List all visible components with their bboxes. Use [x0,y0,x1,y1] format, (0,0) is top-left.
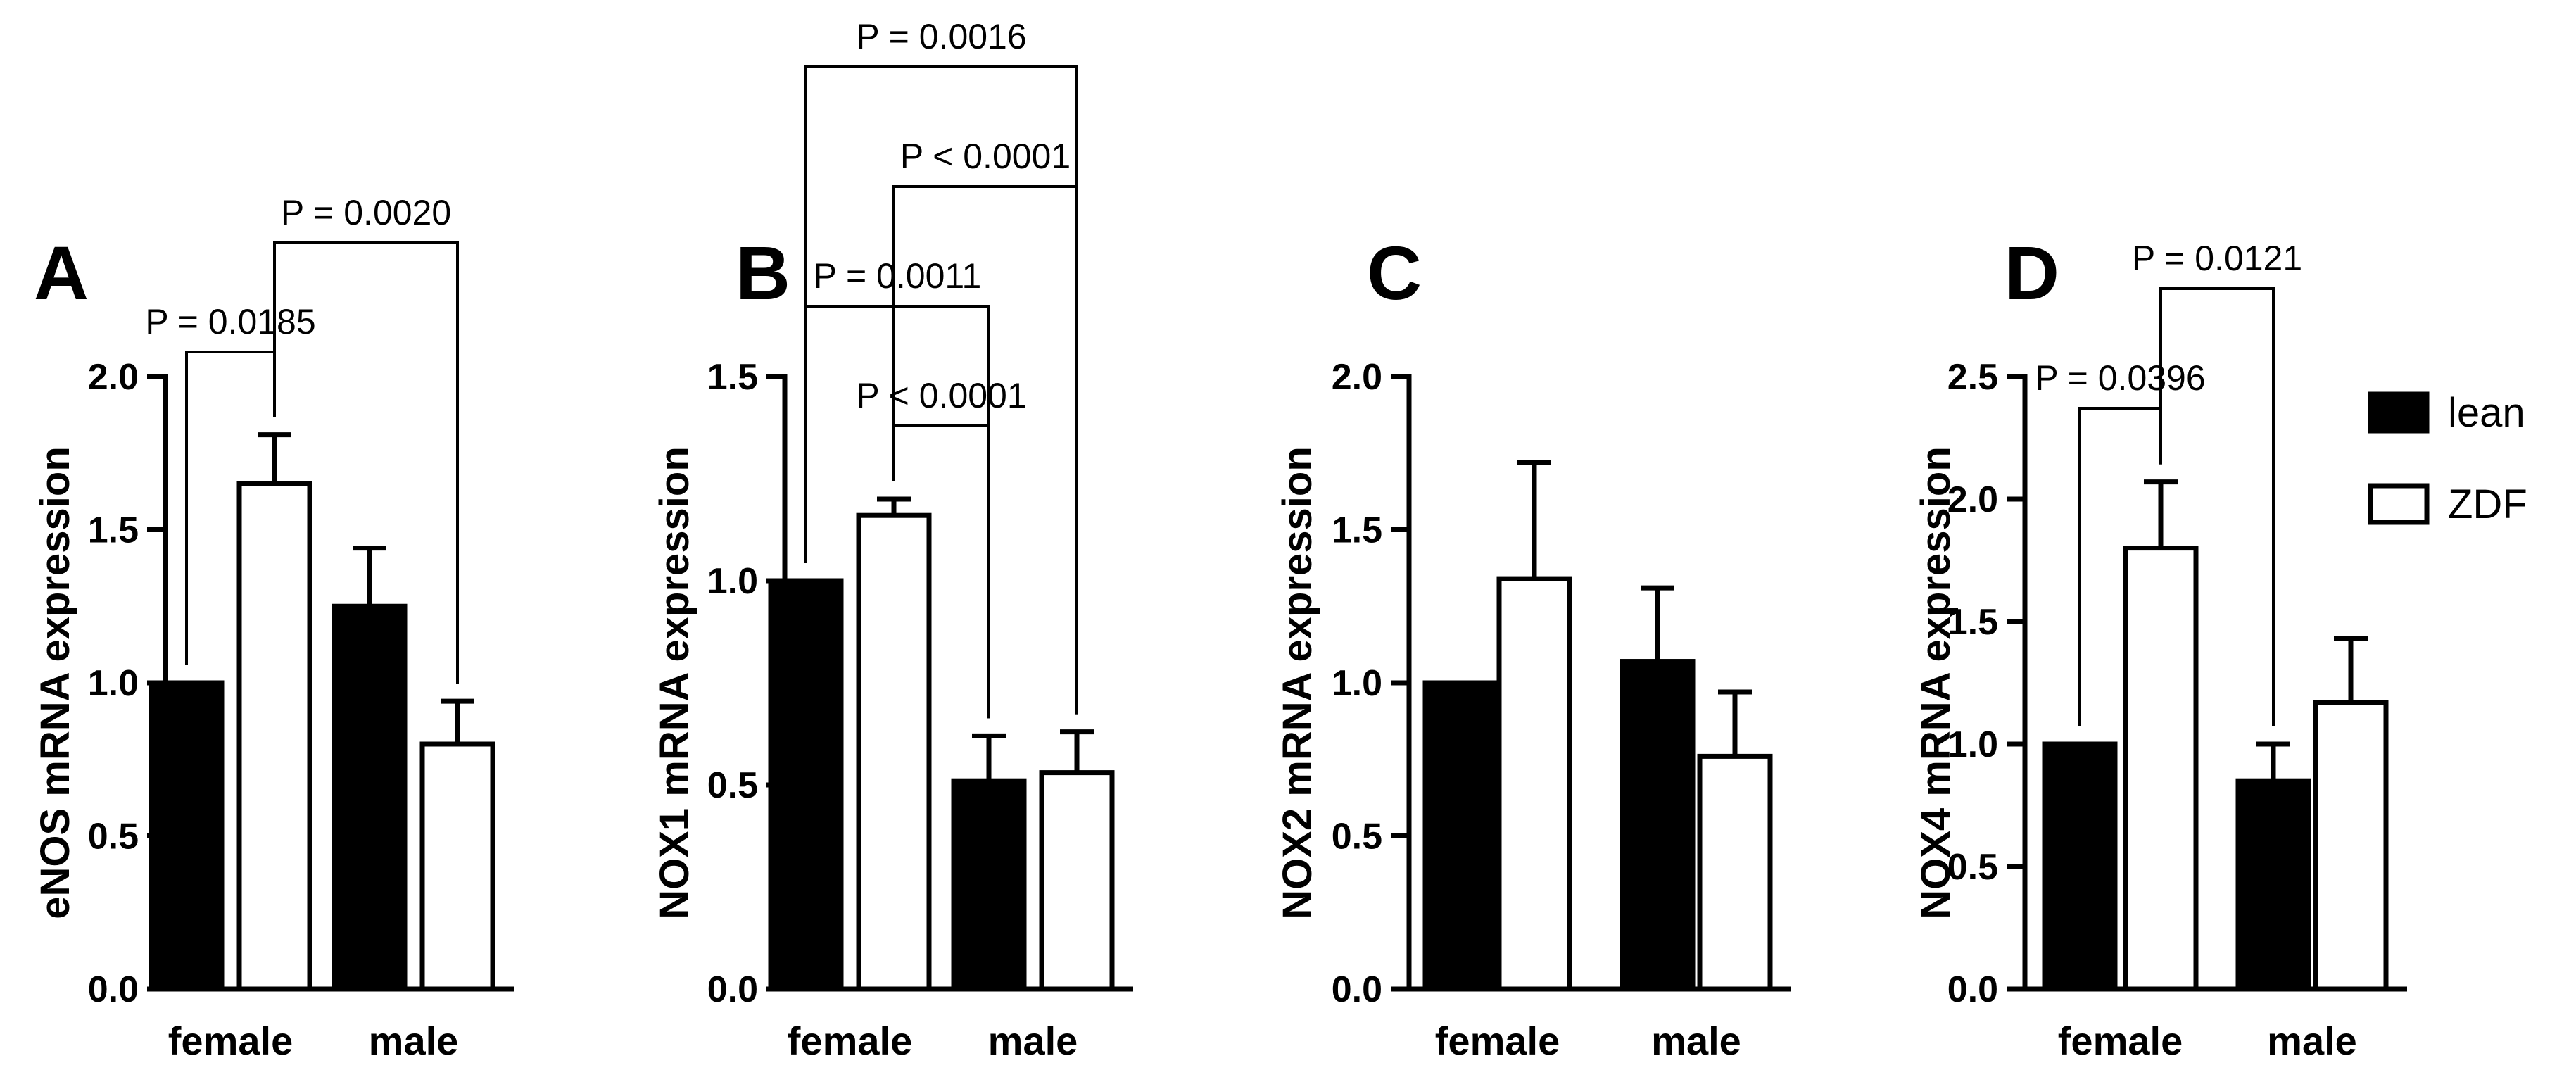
bar-zdf-female [2123,546,2199,992]
panel-letter: D [2004,230,2059,315]
bar-zdf-male [2313,700,2389,992]
y-axis-label: NOX4 mRNA expression [1913,446,1959,919]
bar-zdf-male [1039,770,1115,992]
y-tick-label: 0.0 [1947,969,1998,1010]
y-tick-label: 2.5 [1947,357,1998,398]
x-category-label: male [1651,1019,1741,1063]
p-value-label: P = 0.0020 [281,193,451,232]
legend: lean ZDF [2368,390,2527,527]
panel-b: B NOX1 mRNA expression 0.0 0.5 1.0 1.5 female m… [652,17,1133,1063]
y-axis-label: eNOS mRNA expression [32,446,78,919]
y-tick-label: 0.5 [1947,847,1998,888]
p-value-label: P < 0.0001 [856,376,1026,415]
legend-label-lean: lean [2448,390,2525,436]
y-tick-label: 2.0 [88,357,139,398]
bar-zdf-male [419,741,495,992]
y-tick-label: 1.0 [1332,663,1382,704]
y-tick-label: 0.5 [88,817,139,857]
x-category-label: male [369,1019,459,1063]
x-category-label: male [988,1019,1078,1063]
significance-bracket [2159,287,2275,726]
legend-swatch-lean [2368,391,2430,434]
y-tick-label: 0.5 [1332,817,1382,857]
bar-lean-female [768,578,844,992]
p-value-label: P = 0.0121 [2132,239,2302,278]
y-tick-label: 1.5 [1947,602,1998,643]
bar-lean-female [1422,680,1498,992]
bar-zdf-female [236,481,312,992]
bar-lean-female [149,680,225,992]
bar-lean-female [2042,741,2118,992]
y-tick-label: 0.0 [707,969,758,1010]
panel-c: C NOX2 mRNA expression 0.0 0.5 1.0 1.5 2.0 fema… [1275,230,1791,1063]
p-value-label: P < 0.0001 [900,137,1071,176]
bar-lean-male [951,778,1027,992]
bar-zdf-male [1697,753,1773,992]
y-tick-label: 2.0 [1947,479,1998,520]
panel-letter: A [34,230,89,315]
y-tick-label: 0.5 [707,765,758,806]
legend-swatch-zdf [2368,483,2430,525]
bar-lean-male [1620,659,1696,992]
significance-bracket [273,241,459,684]
p-value-label: P = 0.0011 [814,256,982,296]
y-axis-label: NOX2 mRNA expression [1275,446,1320,919]
bar-zdf-female [1496,576,1572,992]
bar-lean-male [332,603,408,992]
p-value-label: P = 0.0016 [856,17,1026,56]
significance-bracket [804,65,1078,715]
x-category-label: female [168,1019,293,1063]
x-category-label: male [2267,1019,2357,1063]
y-tick-label: 0.0 [88,969,139,1010]
panel-letter: B [735,230,790,315]
y-tick-label: 1.0 [1947,724,1998,765]
legend-label-zdf: ZDF [2448,482,2527,527]
y-tick-label: 1.5 [707,357,758,398]
y-tick-label: 0.0 [1332,969,1382,1010]
p-value-label: P = 0.0396 [2035,358,2205,398]
panel-d: D NOX4 mRNA expression 0.0 0.5 1.0 1.5 2.0 2.5 f… [1913,230,2407,1063]
x-category-label: female [788,1019,912,1063]
bar-zdf-female [856,512,932,992]
panel-letter: C [1367,230,1422,315]
y-tick-label: 1.5 [88,510,139,551]
bar-lean-male [2235,778,2311,992]
x-category-label: female [1435,1019,1560,1063]
x-category-label: female [2058,1019,2183,1063]
y-tick-label: 1.0 [707,561,758,602]
p-value-label: P = 0.0185 [145,302,315,341]
y-tick-label: 1.5 [1332,510,1382,551]
y-tick-label: 1.0 [88,663,139,704]
y-tick-label: 2.0 [1332,357,1382,398]
y-axis-label: NOX1 mRNA expression [652,446,697,919]
